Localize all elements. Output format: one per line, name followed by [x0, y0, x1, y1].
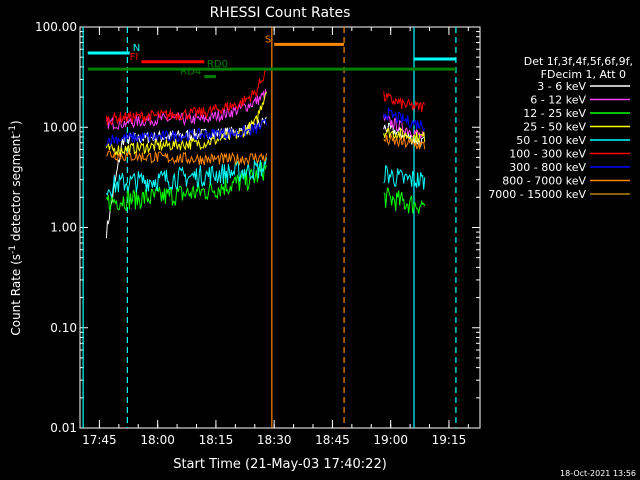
legend-label-5: 100 - 300 keV [509, 148, 586, 161]
series-line-5 [105, 67, 267, 126]
y-tick-label-3: 10.00 [43, 120, 77, 134]
y-tick-label-2: 1.00 [50, 221, 77, 235]
legend-label-3: 25 - 50 keV [523, 121, 586, 134]
legend-header-1: Det 1f,3f,4f,5f,6f,9f, [524, 55, 633, 68]
legend-label-7: 800 - 7000 keV [502, 175, 586, 188]
flag-label-3: RD0 [207, 59, 228, 70]
legend-label-8: 7000 - 15000 keV [488, 188, 586, 201]
legend: Det 1f,3f,4f,5f,6f,9f, FDecim 1, Att 0 3… [488, 55, 633, 201]
flag-bars: NFI RD0 RD4 S [87, 34, 456, 79]
series-line-3 [105, 91, 267, 156]
legend-label-4: 50 - 100 keV [516, 134, 586, 147]
series-line-6 [105, 118, 267, 147]
y-axis-label-mid: detector segment [9, 134, 23, 245]
y-axis-label: Count Rate (s-1 detector segment-1) [8, 120, 23, 335]
x-tick-label-4: 18:45 [315, 433, 350, 447]
plot-frame [79, 26, 481, 429]
series-group [105, 67, 426, 239]
flag-label-0: N [133, 43, 140, 54]
x-tick-label-0: 17:45 [82, 433, 117, 447]
y-tick-label-1: 0.10 [50, 321, 77, 335]
y-axis-label-end: ) [9, 120, 23, 125]
y-axis: 0.01 0.10 1.00 10.00 100.00 [35, 20, 480, 435]
y-tick-label-0: 0.01 [50, 421, 77, 435]
series-line-b-3 [383, 127, 426, 144]
series-line-4 [105, 157, 267, 199]
y-axis-label-main: Count Rate (s [9, 254, 23, 336]
legend-label-0: 3 - 6 keV [537, 80, 586, 93]
x-tick-label-3: 18:30 [257, 433, 292, 447]
series-line-b-7 [383, 134, 426, 150]
x-axis: 17:45 18:00 18:15 18:30 18:45 19:00 19:15 [79, 27, 469, 447]
legend-label-1: 6 - 12 keV [530, 94, 586, 107]
series-line-1 [105, 89, 267, 131]
series-line-b-1 [383, 114, 426, 140]
legend-label-6: 300 - 800 keV [509, 161, 586, 174]
legend-header-2: FDecim 1, Att 0 [541, 68, 626, 81]
series-line-b-5 [383, 91, 426, 113]
series-line-b-6 [383, 106, 426, 132]
y-axis-label-sup2: -1 [8, 125, 18, 134]
series-line-b-2 [383, 187, 426, 214]
y-axis-label-sup1: -1 [8, 245, 18, 254]
series-line-b-4 [383, 164, 426, 190]
x-tick-label-5: 19:00 [373, 433, 408, 447]
flag-label-5: S [265, 34, 271, 45]
y-tick-label-4: 100.00 [35, 20, 77, 34]
x-tick-label-1: 18:00 [140, 433, 175, 447]
chart-title: RHESSI Count Rates [210, 5, 351, 21]
vertical-markers [82, 27, 457, 428]
x-axis-label: Start Time (21-May-03 17:40:22) [173, 457, 387, 472]
x-tick-label-2: 18:15 [199, 433, 234, 447]
legend-label-2: 12 - 25 keV [523, 107, 586, 120]
timestamp: 18-Oct-2021 13:56 [560, 469, 636, 478]
series-line-7 [105, 149, 267, 166]
flag-label-4: RD4 [180, 67, 201, 78]
flag-label-2: FI [130, 52, 139, 63]
series-line-2 [105, 161, 267, 212]
x-tick-label-6: 19:15 [432, 433, 467, 447]
